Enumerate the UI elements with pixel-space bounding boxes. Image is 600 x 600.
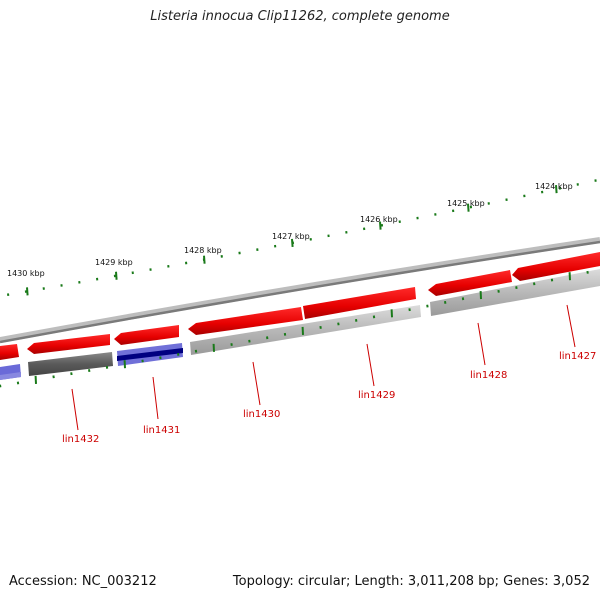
gene-block[interactable] xyxy=(28,352,113,376)
map-title: Listeria innocua Clip11262, complete gen… xyxy=(150,9,450,24)
inner-tick-ring xyxy=(0,270,589,388)
kbp-label-group: 1430 kbp 1429 kbp 1428 kbp 1427 kbp 1426 kbp… xyxy=(7,182,573,278)
gene-block[interactable] xyxy=(0,372,21,380)
gene-leader-line xyxy=(71,388,79,431)
kbp-label: 1428 kbp xyxy=(184,246,222,255)
forward-gene-track xyxy=(0,252,600,360)
gene-label[interactable]: lin1431 xyxy=(143,425,180,436)
gene-label-group: lin1432 lin1431 lin1430 lin1429 lin1428 lin14… xyxy=(62,304,596,445)
gene-arrow[interactable] xyxy=(512,252,600,281)
kbp-label: 1425 kbp xyxy=(447,199,485,208)
gene-label[interactable]: lin1429 xyxy=(358,390,395,401)
genome-backbone xyxy=(0,237,600,343)
gene-leader-line xyxy=(366,343,375,387)
gene-leader-line xyxy=(566,304,576,348)
gene-leader-line xyxy=(252,361,261,406)
gene-block[interactable] xyxy=(190,305,421,355)
gene-block[interactable] xyxy=(430,269,600,316)
gene-leader-line xyxy=(477,322,486,366)
gene-arrow[interactable] xyxy=(428,270,512,296)
kbp-label: 1429 kbp xyxy=(95,258,133,267)
genome-backbone-shade xyxy=(0,240,600,344)
gene-leader-line xyxy=(152,376,159,420)
major-tick xyxy=(555,185,558,194)
kbp-label: 1430 kbp xyxy=(7,269,45,278)
major-tick xyxy=(26,287,29,296)
gene-label[interactable]: lin1428 xyxy=(470,370,507,381)
kbp-label: 1427 kbp xyxy=(272,232,310,241)
gene-label[interactable]: lin1427 xyxy=(559,351,596,362)
genome-summary-text: Topology: circular; Length: 3,011,208 bp… xyxy=(232,574,590,589)
gene-block-dark xyxy=(117,348,183,361)
major-tick xyxy=(467,203,470,212)
gene-arrow[interactable] xyxy=(0,344,19,360)
outer-tick-ring xyxy=(7,179,597,296)
gene-arrow[interactable] xyxy=(188,307,303,335)
accession-text: Accession: NC_003212 xyxy=(9,574,157,589)
gene-arrow[interactable] xyxy=(114,325,179,345)
kbp-label: 1424 kbp xyxy=(535,182,573,191)
kbp-label: 1426 kbp xyxy=(360,215,398,224)
major-tick xyxy=(291,238,294,248)
gene-label[interactable]: lin1430 xyxy=(243,409,280,420)
reverse-gene-track xyxy=(0,269,600,380)
major-tick xyxy=(379,221,382,230)
gene-arrow[interactable] xyxy=(303,287,416,319)
gene-arrow[interactable] xyxy=(27,334,110,354)
major-tick xyxy=(203,255,206,264)
major-tick xyxy=(115,271,118,280)
gene-label[interactable]: lin1432 xyxy=(62,434,99,445)
